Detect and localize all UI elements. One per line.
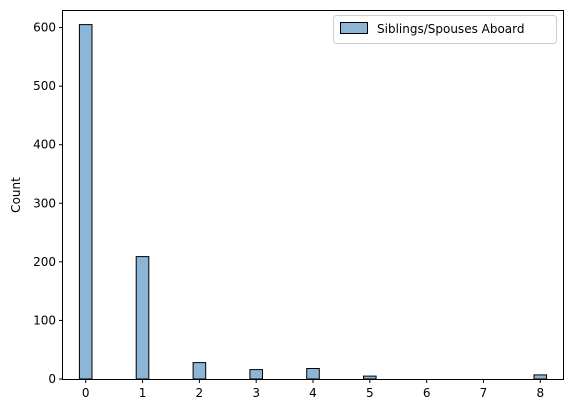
legend-label: Siblings/Spouses Aboard	[377, 22, 525, 36]
x-tick-label-5: 5	[366, 386, 374, 400]
y-tick-label-0: 0	[48, 372, 56, 386]
x-tick-label-1: 1	[139, 386, 147, 400]
plot-area-frame	[62, 10, 564, 380]
legend-box	[333, 15, 557, 44]
x-tick-label-4: 4	[309, 386, 317, 400]
x-tick-label-7: 7	[480, 386, 488, 400]
histogram-bar-4	[306, 368, 320, 380]
histogram-bar-3	[249, 369, 263, 380]
y-axis-ticks: 0 100 200 300 400 500 600	[33, 21, 63, 386]
x-tick-label-6: 6	[423, 386, 431, 400]
legend: Siblings/Spouses Aboard	[333, 15, 557, 44]
histogram-bars	[78, 24, 548, 380]
histogram-bar-0	[78, 24, 93, 380]
x-tick-label-0: 0	[82, 386, 90, 400]
x-tick-label-8: 8	[536, 386, 544, 400]
y-tick-label-600: 600	[33, 21, 56, 35]
y-tick-label-500: 500	[33, 79, 56, 93]
histogram-bar-2	[192, 362, 207, 380]
histogram-bar-5	[363, 375, 377, 380]
y-tick-label-300: 300	[33, 196, 56, 210]
x-tick-label-3: 3	[252, 386, 260, 400]
histogram-bar-8	[533, 374, 548, 380]
x-tick-label-2: 2	[196, 386, 204, 400]
y-axis-label: Count	[9, 177, 23, 213]
histogram-bar-1	[135, 256, 150, 380]
y-tick-label-200: 200	[33, 255, 56, 269]
y-tick-label-100: 100	[33, 313, 56, 327]
y-tick-label-400: 400	[33, 138, 56, 152]
legend-swatch	[340, 22, 368, 34]
